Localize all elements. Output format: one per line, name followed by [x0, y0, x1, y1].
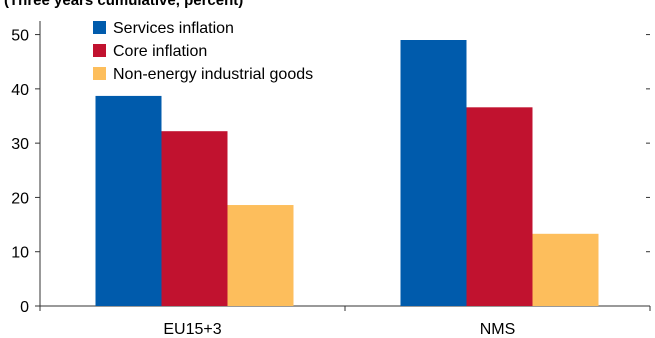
y-tick-label: 10	[11, 245, 29, 262]
legend-swatch	[93, 67, 106, 80]
y-tick-label: 40	[11, 82, 29, 99]
bar-core-inflation-nms	[466, 107, 533, 306]
legend-label: Services inflation	[113, 20, 234, 37]
y-tick-label: 50	[11, 28, 29, 45]
x-tick-label: NMS	[480, 321, 516, 338]
legend-swatch	[93, 21, 106, 34]
bar-services-inflation-nms	[400, 40, 467, 306]
legend: Services inflation Core inflation Non-ener…	[93, 20, 313, 83]
chart-subtitle: (Three years cumulative, percent)	[4, 0, 243, 9]
y-tick-label: 20	[11, 190, 29, 207]
plot-area: 0 10 20 30 40 50 EU15+3 NMS	[11, 21, 651, 338]
legend-label: Non-energy industrial goods	[113, 66, 313, 83]
bar-services-inflation-eu15-3	[95, 95, 162, 307]
y-tick-label: 0	[20, 299, 29, 316]
bar-non-energy-industrial-goods-nms	[532, 233, 599, 306]
legend-swatch	[93, 44, 106, 57]
y-tick-label: 30	[11, 136, 29, 153]
legend-label: Core inflation	[113, 43, 207, 60]
bar-core-inflation-eu15-3	[161, 131, 228, 306]
bar-non-energy-industrial-goods-eu15-3	[227, 205, 294, 306]
x-tick-label: EU15+3	[163, 321, 221, 338]
